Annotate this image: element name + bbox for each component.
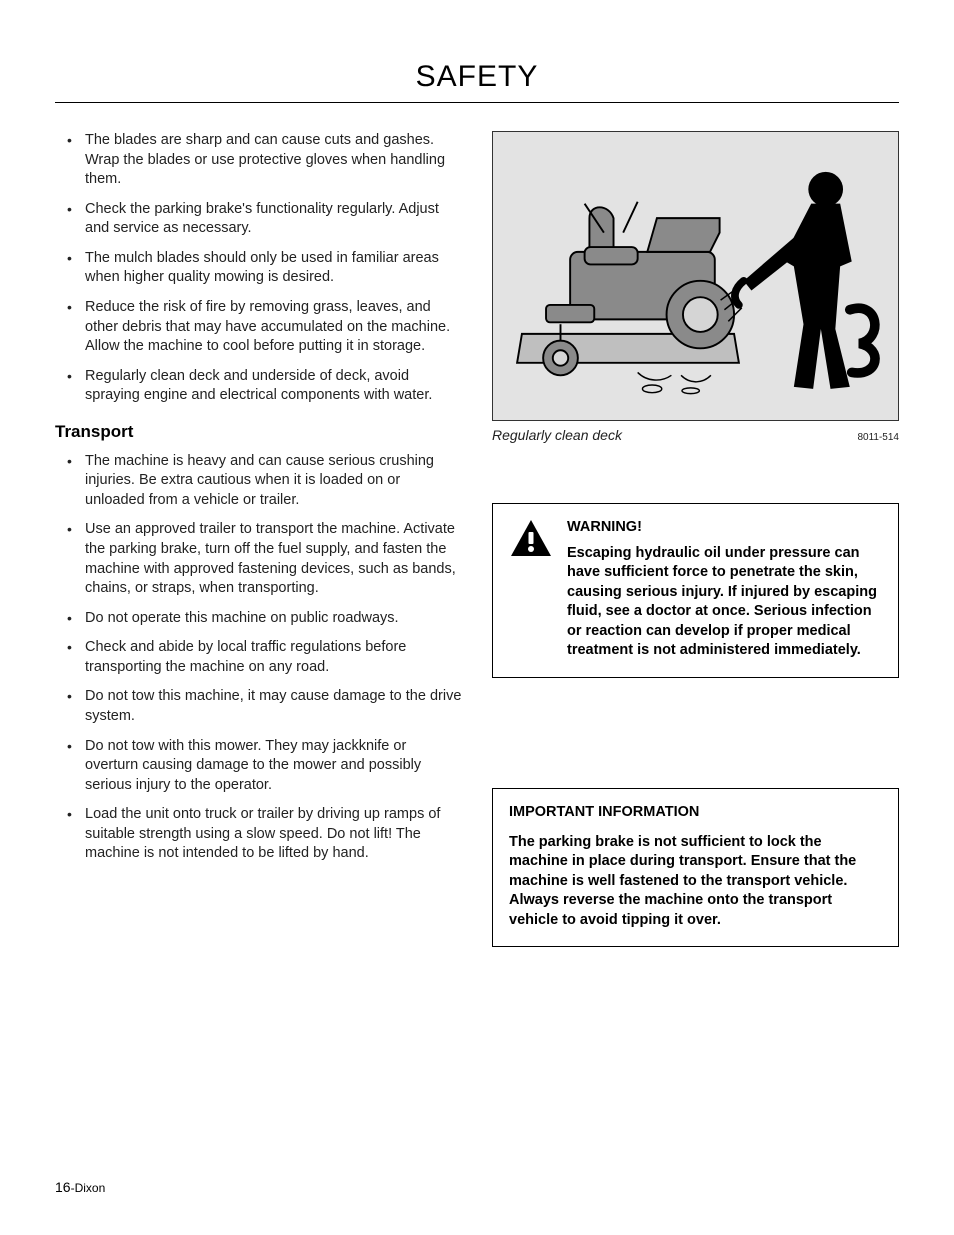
list-item: Reduce the risk of fire by removing gras… — [55, 298, 462, 357]
transport-bullets: The machine is heavy and can cause serio… — [55, 452, 462, 864]
list-item: Do not tow this machine, it may cause da… — [55, 687, 462, 726]
info-body: The parking brake is not sufficient to l… — [509, 834, 856, 928]
page-number: 16 — [55, 1179, 71, 1195]
warning-box: WARNING! Escaping hydraulic oil under pr… — [492, 503, 899, 678]
figure-caption-row: Regularly clean deck 8011-514 — [492, 427, 899, 443]
list-item: The blades are sharp and can cause cuts … — [55, 131, 462, 190]
mower-illustration — [493, 132, 898, 420]
safety-bullets: The blades are sharp and can cause cuts … — [55, 131, 462, 406]
figure-caption: Regularly clean deck — [492, 427, 622, 443]
important-info-box: IMPORTANT INFORMATION The parking brake … — [492, 788, 899, 947]
list-item: Check the parking brake's functionality … — [55, 200, 462, 239]
list-item: Do not tow with this mower. They may jac… — [55, 737, 462, 796]
list-item: The machine is heavy and can cause serio… — [55, 452, 462, 511]
warning-icon — [509, 518, 553, 558]
warning-text: WARNING! Escaping hydraulic oil under pr… — [567, 518, 882, 661]
figure-id: 8011-514 — [857, 432, 899, 443]
figure-clean-deck — [492, 131, 899, 421]
page-footer: 16-Dixon — [55, 1179, 105, 1195]
right-column: Regularly clean deck 8011-514 WARNING! E… — [492, 131, 899, 947]
list-item: Load the unit onto truck or trailer by d… — [55, 805, 462, 864]
footer-brand: -Dixon — [71, 1181, 106, 1195]
info-title: IMPORTANT INFORMATION — [509, 803, 882, 823]
list-item: Regularly clean deck and underside of de… — [55, 367, 462, 406]
list-item: Check and abide by local traffic regulat… — [55, 638, 462, 677]
content-columns: The blades are sharp and can cause cuts … — [55, 131, 899, 947]
page-title: SAFETY — [55, 60, 899, 103]
warning-title: WARNING! — [567, 518, 882, 538]
list-item: The mulch blades should only be used in … — [55, 249, 462, 288]
left-column: The blades are sharp and can cause cuts … — [55, 131, 462, 947]
list-item: Do not operate this machine on public ro… — [55, 609, 462, 629]
warning-body: Escaping hydraulic oil under pressure ca… — [567, 545, 877, 659]
transport-subhead: Transport — [55, 422, 462, 442]
list-item: Use an approved trailer to transport the… — [55, 520, 462, 598]
